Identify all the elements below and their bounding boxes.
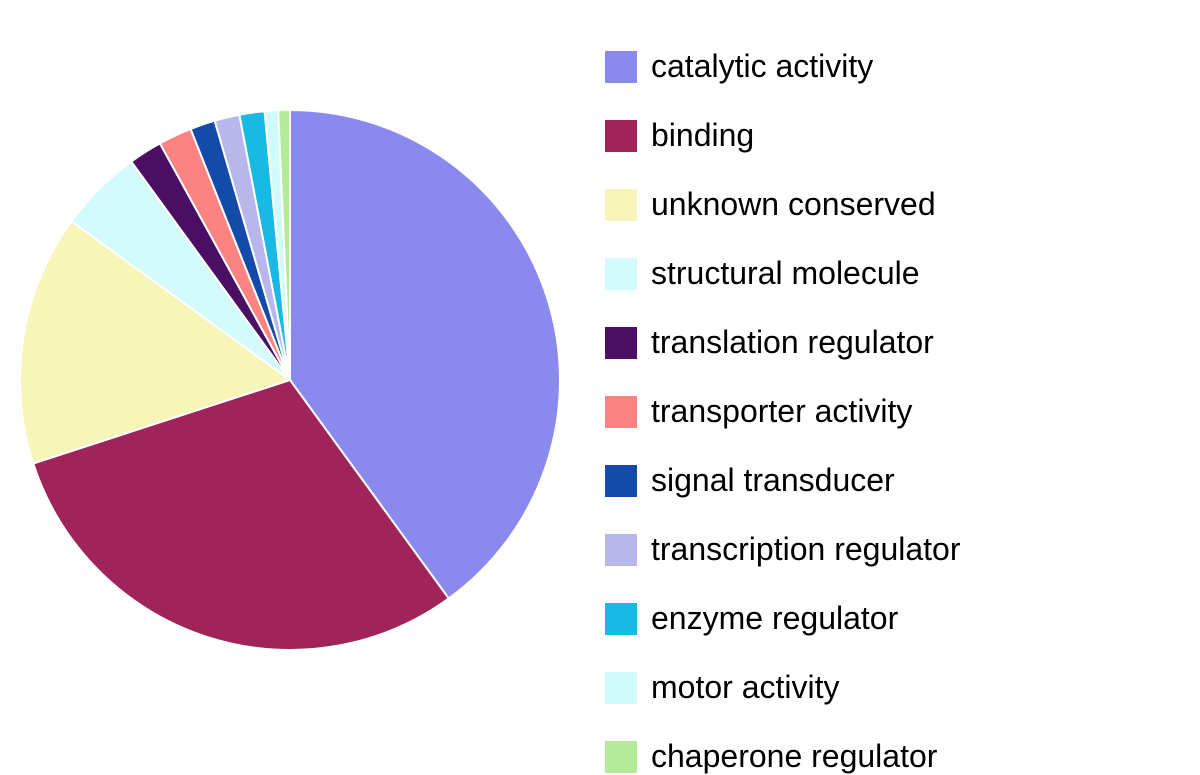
legend-item: motor activity bbox=[605, 669, 960, 706]
legend-label: translation regulator bbox=[651, 324, 934, 361]
legend-item: translation regulator bbox=[605, 324, 960, 361]
legend-label: binding bbox=[651, 117, 754, 154]
pie-chart bbox=[16, 106, 564, 659]
legend-item: structural molecule bbox=[605, 255, 960, 292]
legend-swatch bbox=[605, 51, 637, 83]
legend-swatch bbox=[605, 465, 637, 497]
legend-item: chaperone regulator bbox=[605, 738, 960, 775]
legend-label: chaperone regulator bbox=[651, 738, 937, 775]
legend-item: binding bbox=[605, 117, 960, 154]
legend: catalytic activity binding unknown conserv… bbox=[605, 48, 960, 775]
legend-label: transporter activity bbox=[651, 393, 912, 430]
legend-item: transporter activity bbox=[605, 393, 960, 430]
legend-label: signal transducer bbox=[651, 462, 895, 499]
legend-item: unknown conserved bbox=[605, 186, 960, 223]
legend-label: motor activity bbox=[651, 669, 839, 706]
legend-swatch bbox=[605, 741, 637, 773]
legend-item: catalytic activity bbox=[605, 48, 960, 85]
legend-label: unknown conserved bbox=[651, 186, 936, 223]
legend-label: transcription regulator bbox=[651, 531, 960, 568]
legend-swatch bbox=[605, 258, 637, 290]
legend-swatch bbox=[605, 396, 637, 428]
legend-swatch bbox=[605, 327, 637, 359]
legend-label: enzyme regulator bbox=[651, 600, 898, 637]
legend-swatch bbox=[605, 534, 637, 566]
legend-swatch bbox=[605, 189, 637, 221]
chart-container: catalytic activity binding unknown conserv… bbox=[0, 0, 1200, 760]
legend-swatch bbox=[605, 120, 637, 152]
legend-swatch bbox=[605, 672, 637, 704]
legend-swatch bbox=[605, 603, 637, 635]
legend-item: signal transducer bbox=[605, 462, 960, 499]
legend-item: enzyme regulator bbox=[605, 600, 960, 637]
legend-item: transcription regulator bbox=[605, 531, 960, 568]
pie-svg bbox=[16, 106, 564, 654]
legend-label: catalytic activity bbox=[651, 48, 873, 85]
legend-label: structural molecule bbox=[651, 255, 920, 292]
